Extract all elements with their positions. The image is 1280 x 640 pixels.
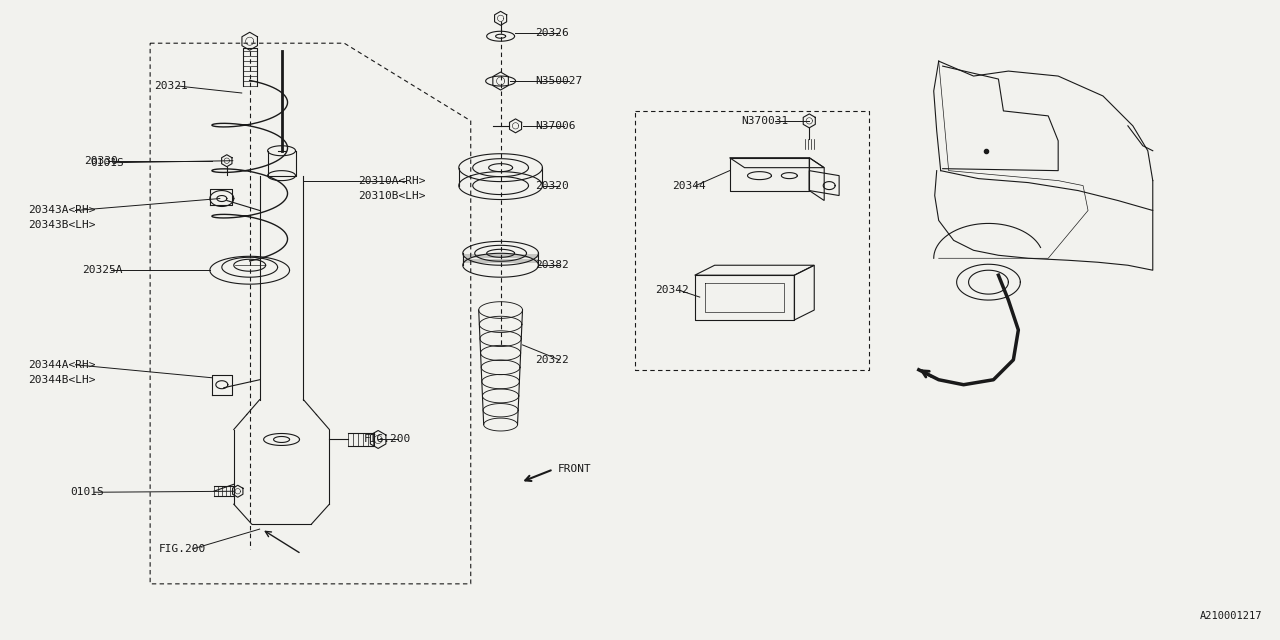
Text: FIG.200: FIG.200 [159,544,206,554]
Text: FIG.200: FIG.200 [365,435,411,444]
Text: 0101S: 0101S [91,157,124,168]
Text: 20343B<LH>: 20343B<LH> [28,220,95,230]
Text: FRONT: FRONT [557,465,591,474]
Text: 20382: 20382 [535,260,570,270]
Text: 20325A: 20325A [82,265,123,275]
Text: 20344A<RH>: 20344A<RH> [28,360,95,370]
Text: N37006: N37006 [535,121,576,131]
Text: 20344B<LH>: 20344B<LH> [28,375,95,385]
Text: 20343A<RH>: 20343A<RH> [28,205,95,216]
Text: 20321: 20321 [154,81,188,91]
Text: 20344: 20344 [672,180,705,191]
Text: N370031: N370031 [741,116,788,126]
Text: 20330: 20330 [84,156,118,166]
Text: 20322: 20322 [535,355,570,365]
Text: 20320: 20320 [535,180,570,191]
Text: 0101S: 0101S [70,487,104,497]
Text: A210001217: A210001217 [1199,611,1262,621]
Text: 20310A<RH>: 20310A<RH> [358,175,426,186]
Text: 20310B<LH>: 20310B<LH> [358,191,426,200]
Text: 20326: 20326 [535,28,570,38]
Text: N350027: N350027 [535,76,582,86]
Text: 20342: 20342 [655,285,689,295]
